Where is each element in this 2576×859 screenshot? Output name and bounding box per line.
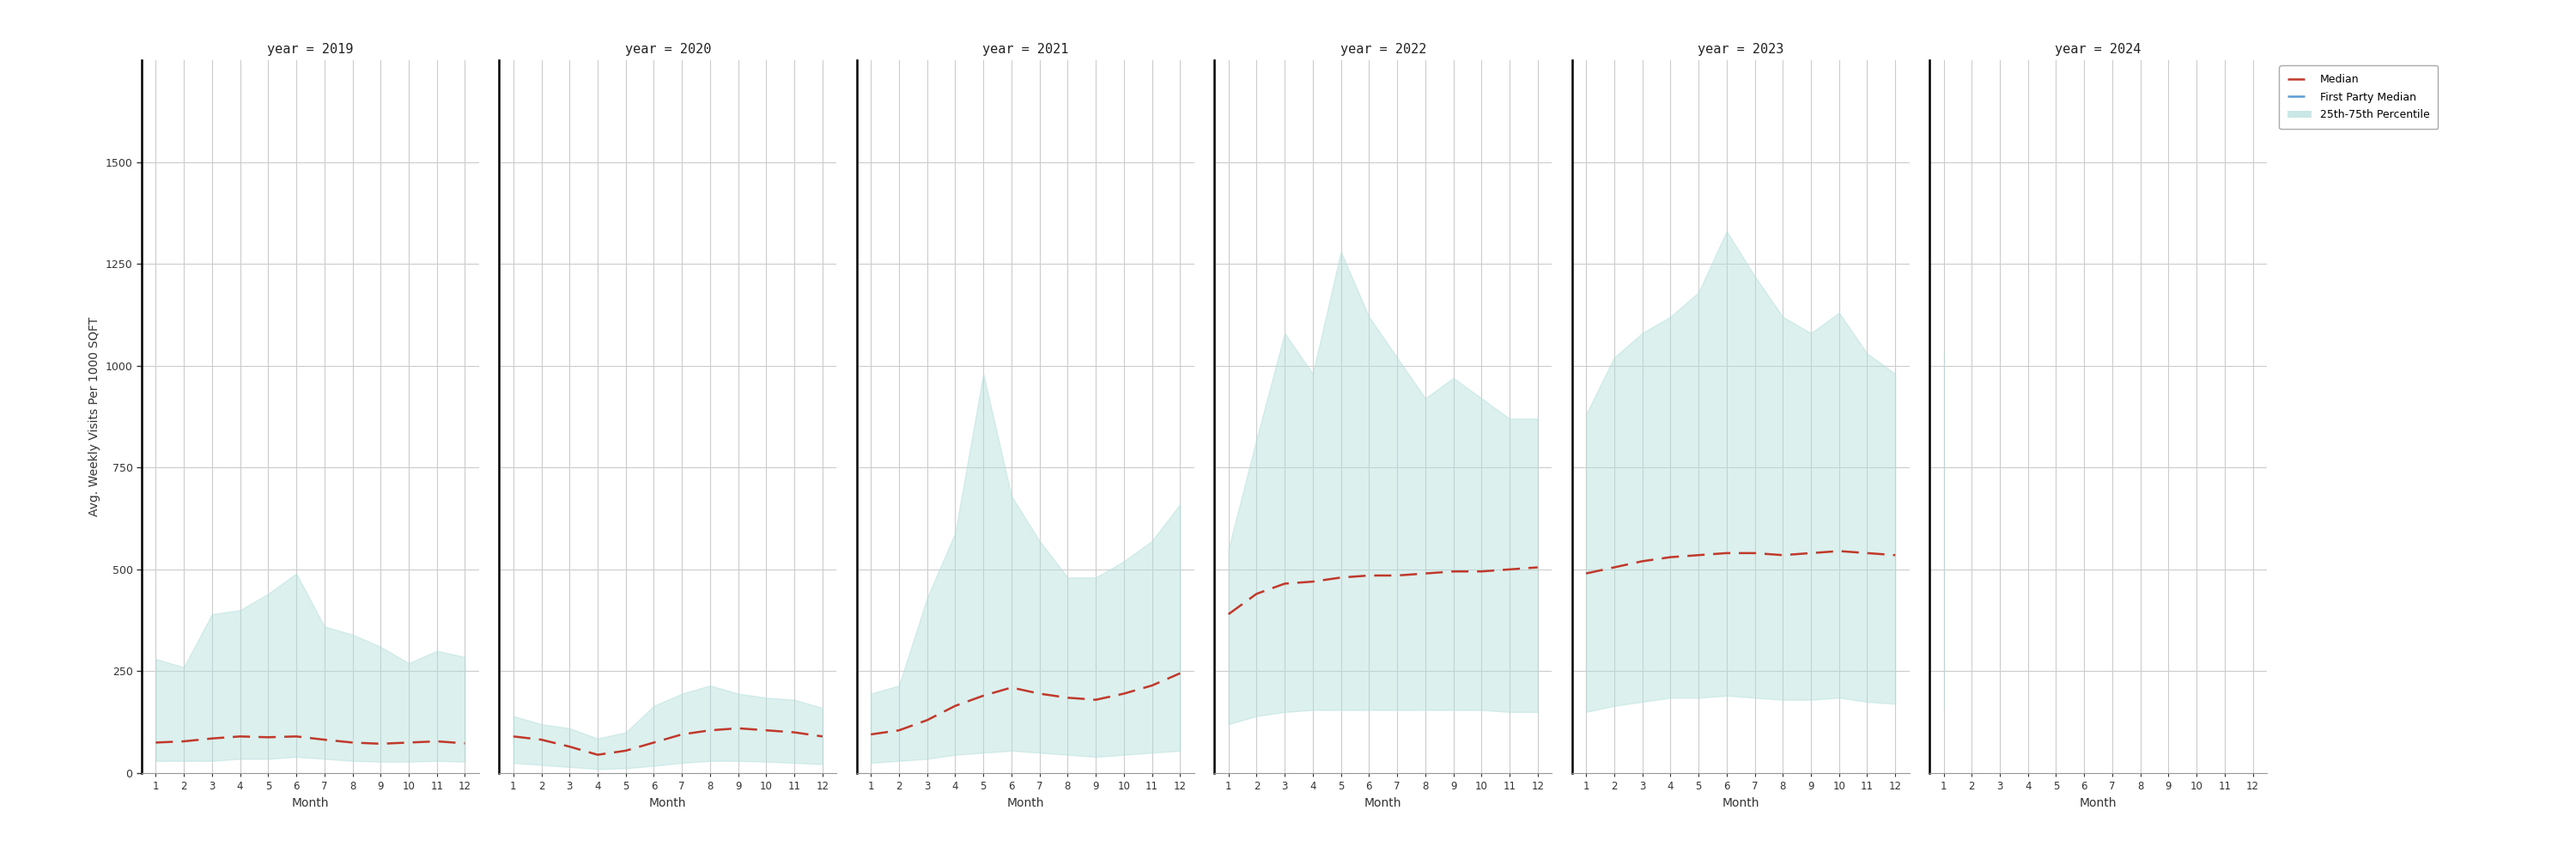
X-axis label: Month: Month	[2079, 797, 2117, 809]
Title: year = 2020: year = 2020	[626, 43, 711, 56]
X-axis label: Month: Month	[1365, 797, 1401, 809]
Title: year = 2023: year = 2023	[1698, 43, 1783, 56]
Title: year = 2022: year = 2022	[1340, 43, 1427, 56]
X-axis label: Month: Month	[291, 797, 330, 809]
X-axis label: Month: Month	[1007, 797, 1043, 809]
Y-axis label: Avg. Weekly Visits Per 1000 SQFT: Avg. Weekly Visits Per 1000 SQFT	[88, 317, 100, 516]
Title: year = 2019: year = 2019	[268, 43, 353, 56]
Legend: Median, First Party Median, 25th-75th Percentile: Median, First Party Median, 25th-75th Pe…	[2280, 65, 2437, 129]
Title: year = 2021: year = 2021	[981, 43, 1069, 56]
X-axis label: Month: Month	[1721, 797, 1759, 809]
Title: year = 2024: year = 2024	[2056, 43, 2141, 56]
X-axis label: Month: Month	[649, 797, 688, 809]
